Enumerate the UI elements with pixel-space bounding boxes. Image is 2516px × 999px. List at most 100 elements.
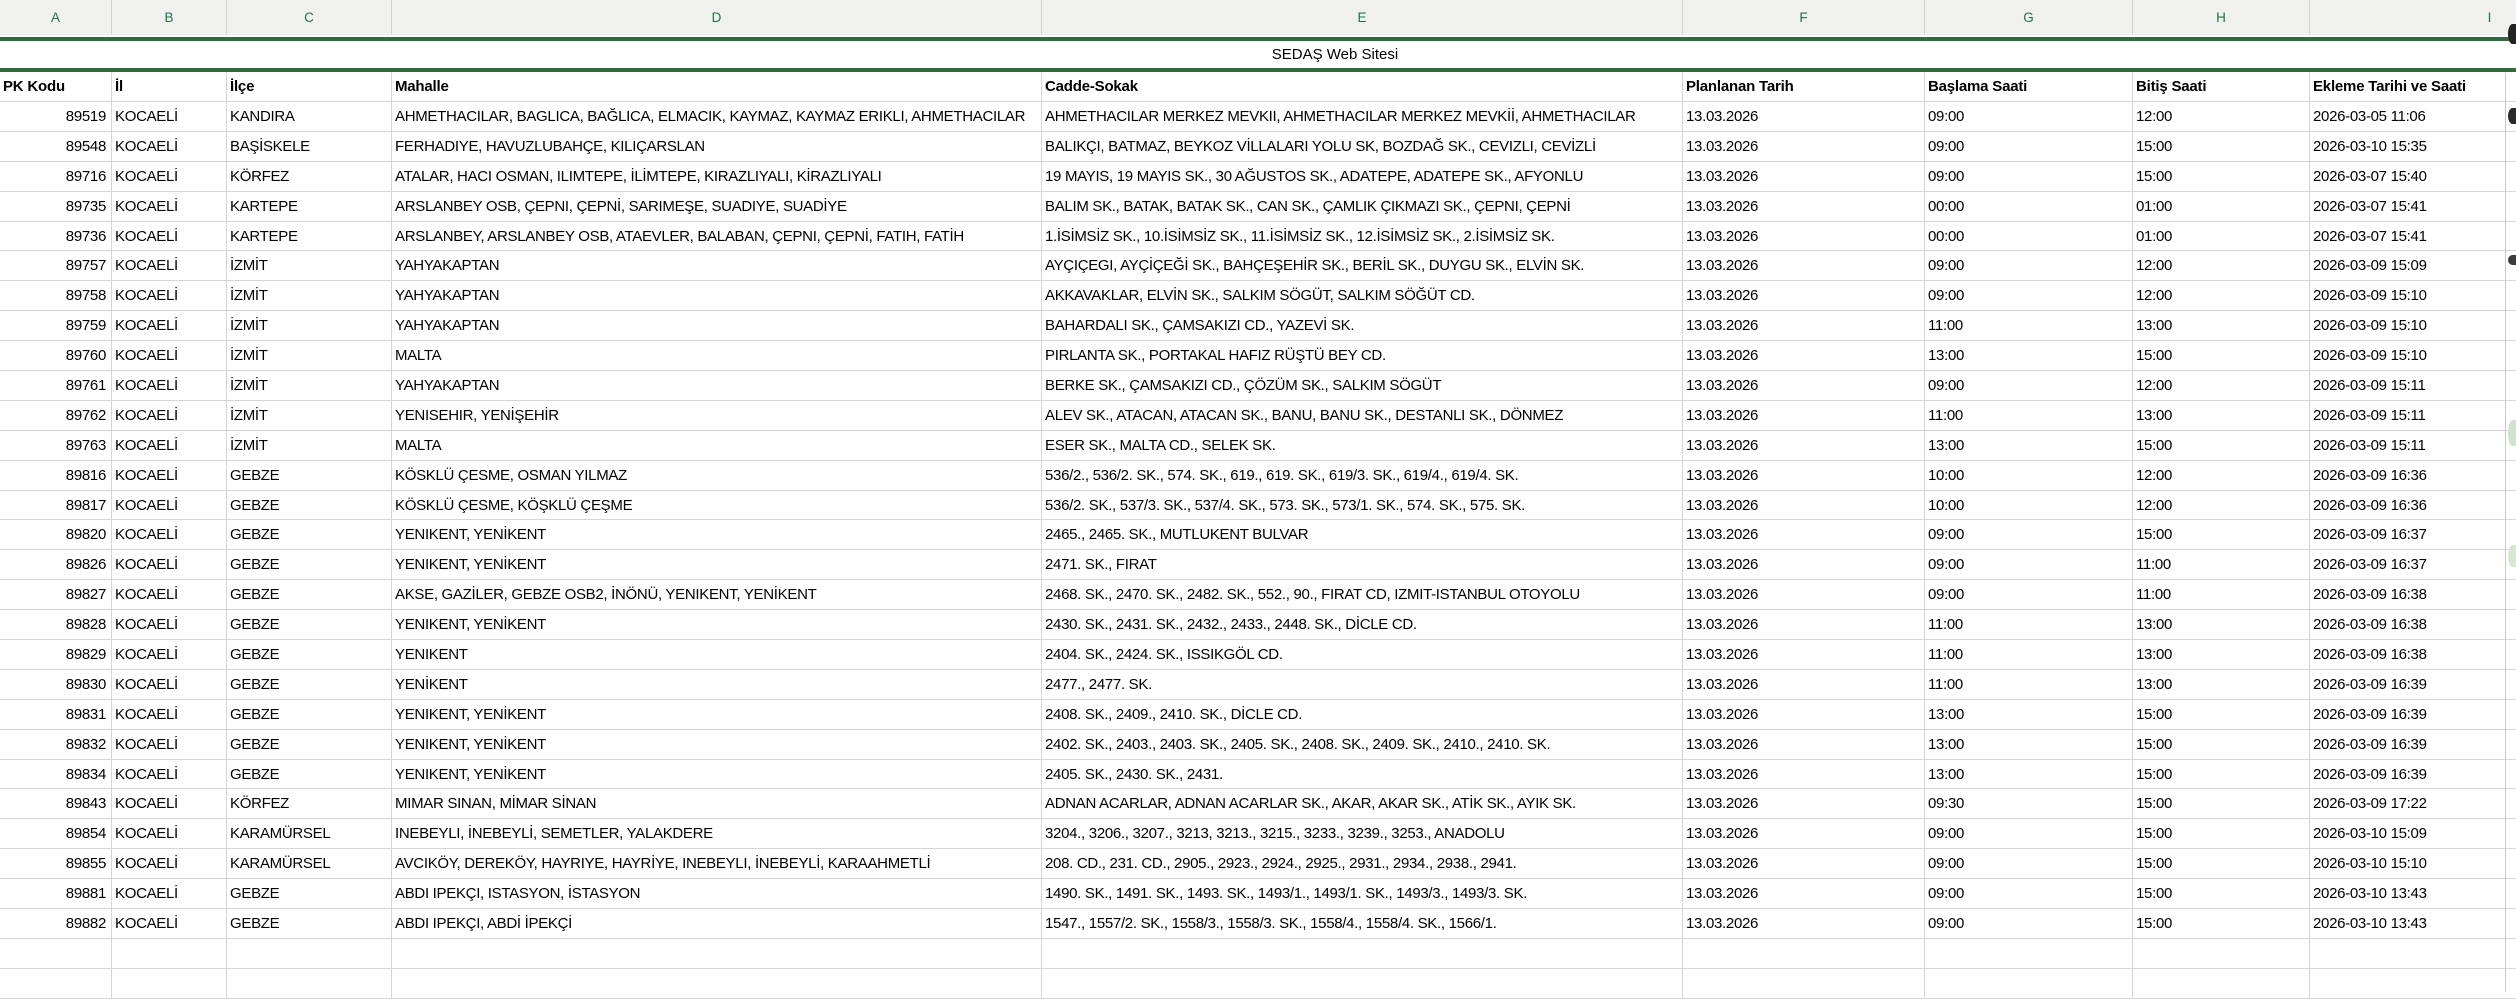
cell-mahalle[interactable]: INEBEYLI, İNEBEYLİ, SEMETLER, YALAKDERE: [392, 819, 1042, 850]
cell-bitis-saati[interactable]: 15:00: [2133, 341, 2310, 372]
cell-il[interactable]: KOCAELİ: [112, 789, 227, 820]
cell-cadde-sokak[interactable]: 2405. SK., 2430. SK., 2431.: [1042, 759, 1683, 790]
cell-mahalle[interactable]: MIMAR SINAN, MİMAR SİNAN: [392, 789, 1042, 820]
header-cell-il[interactable]: İl: [112, 72, 227, 102]
cell-planlanan-tarih[interactable]: 13.03.2026: [1683, 909, 1925, 939]
cell-ekleme-tarihi-ve-saati[interactable]: 2026-03-09 16:39: [2310, 669, 2516, 700]
cell-cadde-sokak[interactable]: BERKE SK., ÇAMSAKIZI CD., ÇÖZÜM SK., SAL…: [1042, 371, 1683, 401]
empty-cell[interactable]: [112, 968, 227, 999]
cell-planlanan-tarih[interactable]: 13.03.2026: [1683, 729, 1925, 760]
cell-ekleme-tarihi-ve-saati[interactable]: 2026-03-09 15:09: [2310, 251, 2516, 282]
cell-bitis-saati[interactable]: 13:00: [2133, 610, 2310, 641]
cell-pk-kodu[interactable]: 89735: [0, 191, 112, 222]
cell-ilce[interactable]: GEBZE: [227, 640, 392, 670]
cell-il[interactable]: KOCAELİ: [112, 460, 227, 491]
cell-mahalle[interactable]: YENİKENT: [392, 669, 1042, 700]
cell-cadde-sokak[interactable]: 1547., 1557/2. SK., 1558/3., 1558/3. SK.…: [1042, 909, 1683, 939]
cell-planlanan-tarih[interactable]: 13.03.2026: [1683, 490, 1925, 521]
cell-il[interactable]: KOCAELİ: [112, 281, 227, 312]
cell-ekleme-tarihi-ve-saati[interactable]: 2026-03-10 13:43: [2310, 909, 2516, 939]
cell-planlanan-tarih[interactable]: 13.03.2026: [1683, 311, 1925, 342]
cell-ilce[interactable]: İZMİT: [227, 430, 392, 461]
cell-ilce[interactable]: KÖRFEZ: [227, 161, 392, 192]
cell-mahalle[interactable]: YAHYAKAPTAN: [392, 371, 1042, 401]
cell-planlanan-tarih[interactable]: 13.03.2026: [1683, 550, 1925, 581]
cell-baslama-saati[interactable]: 09:00: [1925, 251, 2133, 282]
cell-mahalle[interactable]: KÖSKLÜ ÇESME, KÖŞKLÜ ÇEŞME: [392, 490, 1042, 521]
empty-cell[interactable]: [1042, 938, 1683, 969]
cell-planlanan-tarih[interactable]: 13.03.2026: [1683, 161, 1925, 192]
cell-bitis-saati[interactable]: 15:00: [2133, 759, 2310, 790]
cell-ekleme-tarihi-ve-saati[interactable]: 2026-03-07 15:41: [2310, 191, 2516, 222]
cell-planlanan-tarih[interactable]: 13.03.2026: [1683, 580, 1925, 611]
cell-planlanan-tarih[interactable]: 13.03.2026: [1683, 131, 1925, 162]
cell-il[interactable]: KOCAELİ: [112, 341, 227, 372]
cell-pk-kodu[interactable]: 89829: [0, 640, 112, 670]
cell-planlanan-tarih[interactable]: 13.03.2026: [1683, 789, 1925, 820]
cell-ekleme-tarihi-ve-saati[interactable]: 2026-03-10 15:10: [2310, 849, 2516, 880]
cell-planlanan-tarih[interactable]: 13.03.2026: [1683, 191, 1925, 222]
cell-cadde-sokak[interactable]: BALIKÇI, BATMAZ, BEYKOZ VİLLALARI YOLU S…: [1042, 131, 1683, 162]
cell-ilce[interactable]: İZMİT: [227, 400, 392, 431]
cell-mahalle[interactable]: YENIKENT, YENİKENT: [392, 520, 1042, 551]
cell-cadde-sokak[interactable]: 2477., 2477. SK.: [1042, 669, 1683, 700]
cell-baslama-saati[interactable]: 00:00: [1925, 191, 2133, 222]
cell-bitis-saati[interactable]: 11:00: [2133, 580, 2310, 611]
cell-il[interactable]: KOCAELİ: [112, 610, 227, 641]
cell-baslama-saati[interactable]: 13:00: [1925, 729, 2133, 760]
cell-il[interactable]: KOCAELİ: [112, 520, 227, 551]
cell-ekleme-tarihi-ve-saati[interactable]: 2026-03-09 16:38: [2310, 640, 2516, 670]
cell-mahalle[interactable]: ABDI IPEKÇI, ABDİ İPEKÇİ: [392, 909, 1042, 939]
cell-planlanan-tarih[interactable]: 13.03.2026: [1683, 430, 1925, 461]
cell-cadde-sokak[interactable]: 2408. SK., 2409., 2410. SK., DİCLE CD.: [1042, 699, 1683, 730]
empty-cell[interactable]: [1925, 968, 2133, 999]
cell-baslama-saati[interactable]: 09:00: [1925, 550, 2133, 581]
cell-bitis-saati[interactable]: 11:00: [2133, 550, 2310, 581]
cell-ekleme-tarihi-ve-saati[interactable]: 2026-03-10 15:35: [2310, 131, 2516, 162]
cell-il[interactable]: KOCAELİ: [112, 879, 227, 910]
cell-baslama-saati[interactable]: 09:00: [1925, 131, 2133, 162]
cell-mahalle[interactable]: FERHADIYE, HAVUZLUBAHÇE, KILIÇARSLAN: [392, 131, 1042, 162]
cell-mahalle[interactable]: YENIKENT, YENİKENT: [392, 759, 1042, 790]
cell-ilce[interactable]: GEBZE: [227, 699, 392, 730]
cell-cadde-sokak[interactable]: 2468. SK., 2470. SK., 2482. SK., 552., 9…: [1042, 580, 1683, 611]
cell-planlanan-tarih[interactable]: 13.03.2026: [1683, 669, 1925, 700]
cell-ilce[interactable]: GEBZE: [227, 669, 392, 700]
cell-pk-kodu[interactable]: 89757: [0, 251, 112, 282]
header-cell-mahalle[interactable]: Mahalle: [392, 72, 1042, 102]
cell-bitis-saati[interactable]: 15:00: [2133, 819, 2310, 850]
cell-planlanan-tarih[interactable]: 13.03.2026: [1683, 221, 1925, 252]
cell-pk-kodu[interactable]: 89758: [0, 281, 112, 312]
cell-baslama-saati[interactable]: 13:00: [1925, 699, 2133, 730]
cell-cadde-sokak[interactable]: AHMETHACILAR MERKEZ MEVKII, AHMETHACILAR…: [1042, 102, 1683, 132]
cell-baslama-saati[interactable]: 13:00: [1925, 430, 2133, 461]
cell-il[interactable]: KOCAELİ: [112, 699, 227, 730]
empty-cell[interactable]: [2133, 968, 2310, 999]
cell-bitis-saati[interactable]: 01:00: [2133, 191, 2310, 222]
cell-planlanan-tarih[interactable]: 13.03.2026: [1683, 400, 1925, 431]
cell-ekleme-tarihi-ve-saati[interactable]: 2026-03-09 15:10: [2310, 311, 2516, 342]
cell-ilce[interactable]: GEBZE: [227, 490, 392, 521]
cell-pk-kodu[interactable]: 89828: [0, 610, 112, 641]
cell-baslama-saati[interactable]: 09:00: [1925, 909, 2133, 939]
cell-pk-kodu[interactable]: 89834: [0, 759, 112, 790]
cell-bitis-saati[interactable]: 15:00: [2133, 729, 2310, 760]
column-header-G[interactable]: G: [1925, 0, 2133, 35]
cell-planlanan-tarih[interactable]: 13.03.2026: [1683, 520, 1925, 551]
cell-ilce[interactable]: İZMİT: [227, 371, 392, 401]
cell-ekleme-tarihi-ve-saati[interactable]: 2026-03-09 16:37: [2310, 520, 2516, 551]
cell-il[interactable]: KOCAELİ: [112, 909, 227, 939]
cell-pk-kodu[interactable]: 89831: [0, 699, 112, 730]
cell-cadde-sokak[interactable]: 536/2., 536/2. SK., 574. SK., 619., 619.…: [1042, 460, 1683, 491]
cell-cadde-sokak[interactable]: BALIM SK., BATAK, BATAK SK., CAN SK., ÇA…: [1042, 191, 1683, 222]
cell-mahalle[interactable]: YAHYAKAPTAN: [392, 251, 1042, 282]
cell-mahalle[interactable]: YENIKENT, YENİKENT: [392, 729, 1042, 760]
cell-bitis-saati[interactable]: 13:00: [2133, 640, 2310, 670]
cell-bitis-saati[interactable]: 12:00: [2133, 102, 2310, 132]
cell-ekleme-tarihi-ve-saati[interactable]: 2026-03-09 16:36: [2310, 460, 2516, 491]
cell-ilce[interactable]: KANDIRA: [227, 102, 392, 132]
cell-ekleme-tarihi-ve-saati[interactable]: 2026-03-05 11:06: [2310, 102, 2516, 132]
cell-ilce[interactable]: GEBZE: [227, 550, 392, 581]
cell-ilce[interactable]: KARAMÜRSEL: [227, 849, 392, 880]
cell-baslama-saati[interactable]: 09:00: [1925, 580, 2133, 611]
